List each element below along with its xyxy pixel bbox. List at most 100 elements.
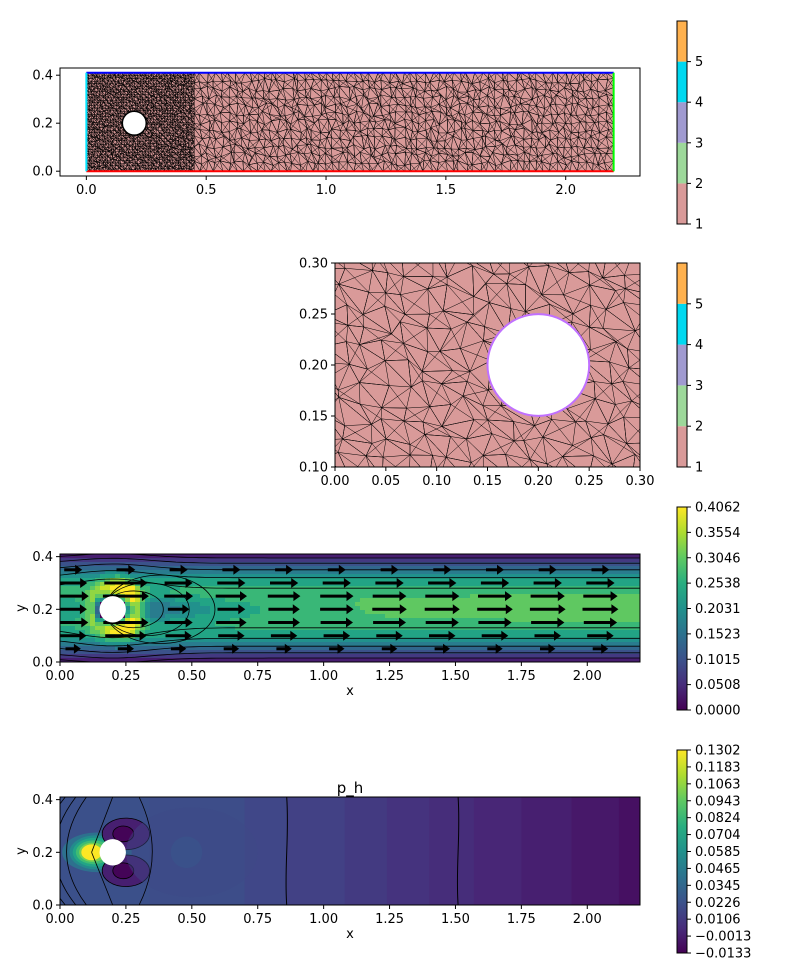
velocity-cell — [370, 566, 376, 571]
velocity-cell — [580, 562, 586, 567]
velocity-cell — [380, 614, 386, 619]
velocity-ytick-label: 0.4 — [32, 550, 53, 565]
velocity-cell — [100, 554, 106, 559]
velocity-cell — [595, 658, 601, 662]
velocity-cell — [495, 642, 501, 647]
velocity-cell — [310, 638, 316, 643]
velocity-arrow-head — [610, 591, 618, 602]
velocity-cell — [550, 562, 556, 567]
velocity-cell — [410, 626, 416, 631]
velocity-cell — [490, 610, 496, 615]
velocity-cell — [155, 554, 161, 559]
velocity-cell — [490, 578, 496, 583]
velocity-cell — [585, 626, 591, 631]
velocity-cell — [270, 566, 276, 571]
velocity-cell — [540, 590, 546, 595]
velocity-cell — [635, 630, 640, 635]
velocity-cell — [365, 634, 371, 639]
velocity-cell — [445, 618, 451, 623]
velocity-cell — [215, 598, 221, 603]
velocity-cell — [635, 658, 640, 662]
velocity-cell — [190, 650, 196, 655]
velocity-cell — [65, 590, 71, 595]
velocity-cell — [240, 642, 246, 647]
velocity-cell — [575, 650, 581, 655]
velocity-cell — [445, 614, 451, 619]
velocity-cell — [240, 614, 246, 619]
velocity-cell — [390, 622, 396, 627]
velocity-cell — [535, 654, 541, 659]
velocity-cell — [200, 642, 206, 647]
velocity-cell — [275, 614, 281, 619]
velocity-cell — [85, 638, 91, 643]
pressure-low-contour — [112, 825, 135, 843]
velocity-cell — [530, 618, 536, 623]
velocity-cell — [105, 566, 111, 571]
velocity-cell — [380, 562, 386, 567]
velocity-cell — [305, 642, 311, 647]
velocity-cell — [610, 626, 616, 631]
velocity-cell — [370, 578, 376, 583]
velocity-cell — [545, 650, 551, 655]
velocity-cell — [470, 626, 476, 631]
velocity-cell — [80, 566, 86, 571]
velocity-cell — [490, 602, 496, 607]
velocity-cell — [435, 642, 441, 647]
velocity-cell — [600, 630, 606, 635]
velocity-cell — [365, 562, 371, 567]
velocity-cell — [380, 590, 386, 595]
velocity-cell — [475, 650, 481, 655]
velocity-cell — [275, 630, 281, 635]
velocity-cell — [620, 618, 626, 623]
velocity-cell — [240, 558, 246, 563]
velocity-cell — [200, 610, 206, 615]
velocity-cell — [530, 646, 536, 651]
velocity-cell — [395, 642, 401, 647]
velocity-cell — [560, 558, 566, 563]
velocity-cell — [575, 626, 581, 631]
velocity-cell — [190, 630, 196, 635]
velocity-cell — [605, 614, 611, 619]
velocity-cell — [265, 598, 271, 603]
velocity-cell — [505, 566, 511, 571]
velocity-cell — [315, 642, 321, 647]
velocity-ytick-label: 0.2 — [32, 603, 53, 618]
velocity-cell — [295, 602, 301, 607]
velocity-cell — [425, 618, 431, 623]
velocity-cell — [155, 562, 161, 567]
velocity-cell — [585, 574, 591, 579]
velocity-cell — [230, 598, 236, 603]
velocity-cell — [190, 658, 196, 662]
velocity-cell — [460, 614, 466, 619]
velocity-cell — [390, 654, 396, 659]
velocity-cell — [435, 626, 441, 631]
velocity-cell — [305, 590, 311, 595]
velocity-cell — [280, 658, 286, 662]
velocity-cell — [540, 610, 546, 615]
velocity-cell — [520, 626, 526, 631]
velocity-cell — [195, 570, 201, 575]
velocity-cell — [630, 570, 636, 575]
velocity-cell — [130, 610, 136, 615]
velocity-cell — [470, 622, 476, 627]
velocity-cell — [460, 594, 466, 599]
velocity-cell — [435, 618, 441, 623]
velocity-cell — [620, 602, 626, 607]
velocity-cell — [315, 554, 321, 559]
velocity-cell — [95, 586, 101, 591]
velocity-cell — [160, 570, 166, 575]
velocity-cell — [365, 614, 371, 619]
velocity-cell — [470, 634, 476, 639]
pressure-band — [429, 797, 475, 905]
velocity-cell — [390, 626, 396, 631]
velocity-cell — [355, 650, 361, 655]
velocity-cell — [80, 574, 86, 579]
velocity-cell — [365, 598, 371, 603]
velocity-cell — [385, 642, 391, 647]
velocity-cell — [140, 562, 146, 567]
velocity-cell — [465, 590, 471, 595]
velocity-cell — [180, 626, 186, 631]
velocity-cell — [95, 574, 101, 579]
velocity-cell — [510, 614, 516, 619]
velocity-cell — [490, 630, 496, 635]
